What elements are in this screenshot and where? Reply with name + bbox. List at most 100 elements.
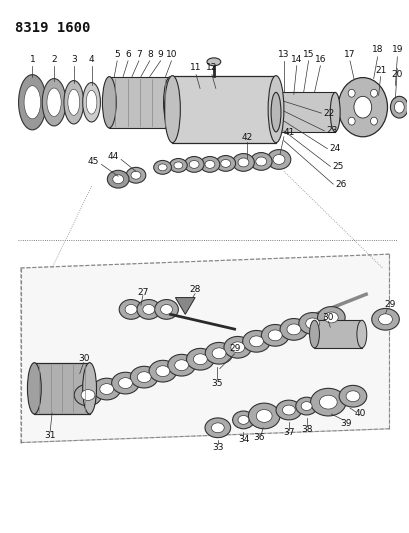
Ellipse shape	[370, 117, 377, 125]
Text: 8319 1600: 8319 1600	[15, 21, 90, 35]
Text: 29: 29	[228, 344, 240, 353]
Text: 11: 11	[190, 63, 201, 72]
Text: 19: 19	[391, 45, 402, 54]
Ellipse shape	[107, 171, 129, 188]
Ellipse shape	[282, 405, 294, 415]
Text: 31: 31	[44, 431, 56, 440]
Ellipse shape	[184, 157, 204, 172]
Ellipse shape	[81, 390, 94, 400]
Text: 41: 41	[283, 128, 294, 138]
Ellipse shape	[174, 360, 188, 370]
Ellipse shape	[99, 384, 113, 394]
Text: 12: 12	[206, 63, 217, 72]
Ellipse shape	[256, 409, 272, 422]
Ellipse shape	[220, 159, 230, 167]
Ellipse shape	[338, 385, 366, 407]
Ellipse shape	[242, 330, 270, 352]
Polygon shape	[20, 254, 389, 442]
Ellipse shape	[345, 391, 359, 402]
Text: 7: 7	[136, 51, 142, 59]
Ellipse shape	[337, 78, 387, 137]
Text: 8: 8	[146, 51, 152, 59]
Ellipse shape	[186, 349, 213, 370]
Ellipse shape	[204, 418, 230, 438]
Ellipse shape	[309, 320, 319, 348]
Ellipse shape	[211, 423, 224, 433]
Ellipse shape	[160, 304, 172, 314]
Ellipse shape	[164, 76, 180, 143]
Ellipse shape	[27, 362, 41, 414]
Text: 29: 29	[384, 300, 395, 309]
Text: 9: 9	[157, 51, 163, 59]
Polygon shape	[175, 297, 195, 314]
Ellipse shape	[158, 164, 166, 171]
Ellipse shape	[93, 378, 120, 400]
Text: 6: 6	[125, 51, 130, 59]
Ellipse shape	[267, 150, 290, 169]
Text: 4: 4	[88, 55, 94, 64]
Text: 18: 18	[371, 45, 382, 54]
Ellipse shape	[249, 336, 263, 347]
Ellipse shape	[155, 366, 169, 377]
Ellipse shape	[270, 92, 280, 132]
Ellipse shape	[301, 402, 311, 410]
Ellipse shape	[232, 411, 254, 429]
Ellipse shape	[125, 304, 137, 314]
Ellipse shape	[137, 300, 160, 319]
Ellipse shape	[24, 86, 40, 119]
Text: 17: 17	[344, 51, 355, 59]
Ellipse shape	[18, 75, 46, 130]
Text: 14: 14	[290, 55, 302, 64]
Ellipse shape	[205, 342, 232, 364]
Ellipse shape	[250, 152, 272, 171]
Ellipse shape	[86, 91, 97, 114]
Text: 27: 27	[137, 288, 148, 297]
Ellipse shape	[64, 80, 83, 124]
Ellipse shape	[137, 372, 151, 383]
Ellipse shape	[324, 312, 337, 323]
Ellipse shape	[163, 77, 177, 128]
Ellipse shape	[193, 354, 207, 365]
Bar	[275, 92, 335, 132]
Ellipse shape	[353, 96, 371, 118]
Ellipse shape	[169, 158, 187, 172]
Ellipse shape	[279, 319, 307, 340]
Ellipse shape	[154, 300, 178, 319]
Ellipse shape	[215, 156, 235, 171]
Ellipse shape	[378, 314, 391, 325]
Text: 28: 28	[189, 285, 200, 294]
Text: 40: 40	[353, 409, 365, 418]
Ellipse shape	[267, 330, 281, 341]
Ellipse shape	[204, 160, 214, 168]
Ellipse shape	[272, 155, 284, 164]
Ellipse shape	[126, 167, 146, 183]
Ellipse shape	[356, 320, 366, 348]
Ellipse shape	[83, 362, 96, 414]
Ellipse shape	[371, 309, 398, 330]
Ellipse shape	[275, 400, 301, 420]
Ellipse shape	[393, 101, 403, 113]
Text: 22: 22	[323, 109, 334, 118]
Ellipse shape	[317, 306, 344, 328]
Ellipse shape	[68, 89, 79, 115]
Text: 5: 5	[114, 51, 120, 59]
Text: 36: 36	[253, 433, 264, 442]
Ellipse shape	[102, 77, 116, 128]
Ellipse shape	[261, 325, 288, 346]
Ellipse shape	[230, 342, 244, 353]
Ellipse shape	[370, 90, 377, 97]
Ellipse shape	[153, 160, 171, 174]
Ellipse shape	[238, 415, 248, 424]
Text: 3: 3	[71, 55, 76, 64]
Ellipse shape	[347, 117, 354, 125]
Ellipse shape	[298, 312, 326, 334]
Text: 44: 44	[108, 152, 119, 161]
Ellipse shape	[248, 403, 279, 429]
Ellipse shape	[131, 171, 141, 179]
Ellipse shape	[310, 389, 345, 416]
Ellipse shape	[207, 58, 220, 66]
Ellipse shape	[130, 366, 157, 388]
Text: 13: 13	[277, 51, 289, 59]
Text: 33: 33	[211, 443, 223, 452]
Bar	[109, 77, 170, 128]
